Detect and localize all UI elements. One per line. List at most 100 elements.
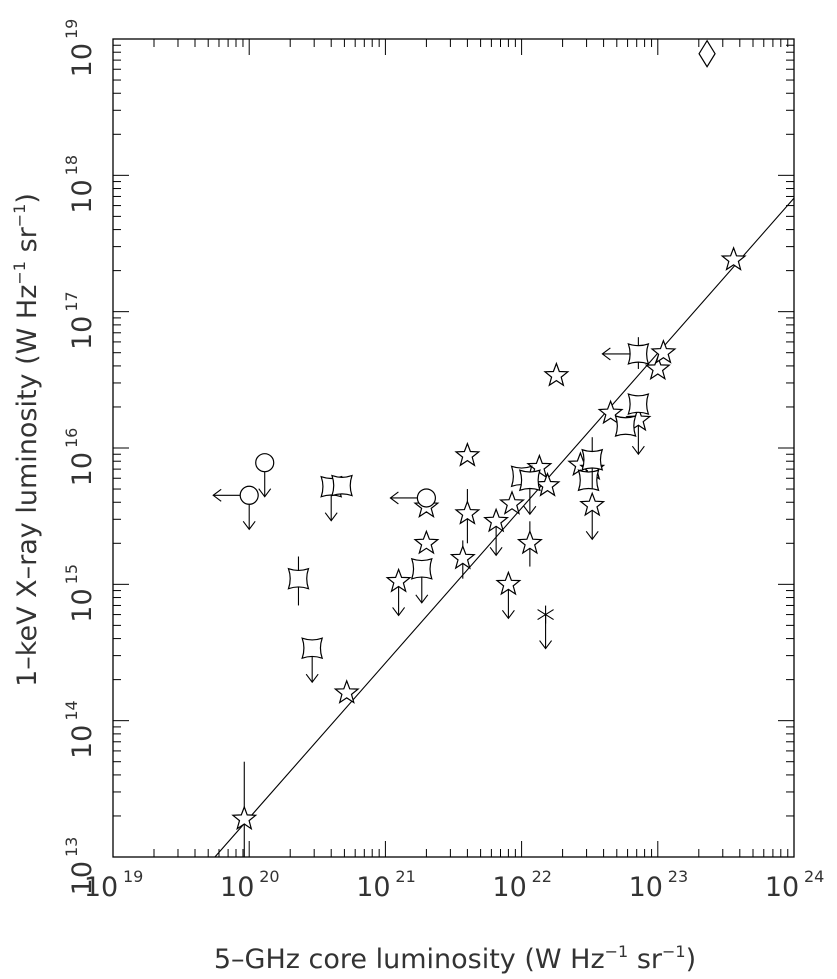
square-point <box>301 637 324 684</box>
circle-point <box>255 453 275 498</box>
star-marker <box>534 471 561 497</box>
axis-ticks <box>112 38 795 858</box>
star-marker <box>413 529 440 555</box>
square-marker <box>301 637 324 660</box>
y-tick-exponent: 14 <box>62 700 81 720</box>
x-tick-label: 10 <box>765 872 799 903</box>
star-point <box>449 540 476 579</box>
star-marker <box>720 246 747 271</box>
star-point <box>413 529 440 555</box>
star-point <box>625 406 652 456</box>
square-marker <box>577 469 600 492</box>
x-tick-label: 10 <box>220 872 254 903</box>
star-point <box>720 246 747 271</box>
x-tick-exponent: 21 <box>395 867 415 886</box>
x-tick-exponent: 23 <box>668 867 688 886</box>
y-tick-label: 10 <box>67 452 98 486</box>
upper-limit-arrowhead <box>242 520 256 531</box>
x-tick-exponent: 19 <box>123 867 143 886</box>
star-point <box>333 679 360 704</box>
y-tick-label: 10 <box>67 861 98 895</box>
y-axis-title: 1–keV X–ray luminosity (W Hz−1 sr−1) <box>10 193 43 687</box>
asterisk-point <box>537 605 554 650</box>
star-marker <box>498 490 526 515</box>
x-tick-exponent: 20 <box>259 867 279 886</box>
star-marker <box>483 507 510 533</box>
star-point <box>483 507 510 557</box>
star-marker <box>231 805 258 831</box>
y-tick-label: 10 <box>67 43 98 77</box>
square-point <box>577 469 600 492</box>
star-marker <box>333 679 360 704</box>
upper-limit-arrowhead <box>305 673 319 684</box>
square-point <box>331 474 353 497</box>
square-marker <box>627 342 650 365</box>
star-marker <box>543 361 570 387</box>
square-point <box>601 337 650 369</box>
circle-marker <box>239 485 259 505</box>
circle-point <box>389 488 437 508</box>
star-point <box>385 567 412 617</box>
square-marker <box>287 567 310 590</box>
star-point <box>543 361 570 387</box>
square-marker <box>627 393 650 416</box>
star-point <box>644 355 671 381</box>
square-marker <box>410 557 433 580</box>
y-tick-exponent: 15 <box>62 564 81 584</box>
plot-frame <box>112 38 795 858</box>
y-tick-exponent: 19 <box>62 19 81 39</box>
asterisk-stroke <box>537 609 554 621</box>
y-tick-label: 10 <box>67 316 98 350</box>
square-marker <box>331 474 353 497</box>
tick-labels: 10 19 10 20 10 21 10 22 10 23 10 241013101410151016… <box>62 19 824 903</box>
star-marker <box>597 399 624 425</box>
left-limit-arrowhead <box>389 491 399 505</box>
square-marker <box>614 415 637 437</box>
square-point <box>410 557 433 604</box>
y-tick-exponent: 16 <box>62 428 81 448</box>
diamond-marker <box>698 39 716 68</box>
fit-line <box>214 197 795 858</box>
y-tick-exponent: 13 <box>62 837 81 857</box>
upper-limit-arrowhead <box>585 530 599 541</box>
x-tick-label: 10 <box>492 872 526 903</box>
star-point <box>579 491 606 541</box>
star-point <box>454 441 481 467</box>
upper-limit-arrowhead <box>501 610 515 620</box>
star-marker <box>495 570 522 596</box>
y-tick-label: 10 <box>67 179 98 213</box>
star-marker <box>579 491 606 517</box>
star-point <box>650 338 677 364</box>
circle-marker <box>255 453 275 473</box>
circle-marker <box>416 488 437 508</box>
star-marker <box>625 406 652 432</box>
star-marker <box>454 441 481 467</box>
y-tick-label: 10 <box>67 588 98 622</box>
upper-limit-arrowhead <box>415 594 429 604</box>
square-marker <box>518 469 541 492</box>
star-marker <box>385 567 412 593</box>
star-point <box>231 761 258 857</box>
left-limit-arrowhead <box>601 347 611 361</box>
square-point <box>287 556 310 606</box>
star-marker <box>516 529 543 555</box>
x-tick-exponent: 22 <box>532 867 552 886</box>
square-point <box>518 469 541 516</box>
data-markers <box>212 39 747 857</box>
star-point <box>495 570 522 620</box>
star-point <box>516 521 543 567</box>
x-axis-title: 5–GHz core luminosity (W Hz−1 sr−1) <box>214 942 696 975</box>
upper-limit-arrowhead <box>489 546 503 557</box>
upper-limit-arrowhead <box>392 607 406 617</box>
left-limit-arrowhead <box>212 488 222 502</box>
x-tick-label: 10 <box>356 872 390 903</box>
square-point <box>581 437 604 490</box>
star-point <box>534 471 561 497</box>
y-tick-label: 10 <box>67 725 98 759</box>
